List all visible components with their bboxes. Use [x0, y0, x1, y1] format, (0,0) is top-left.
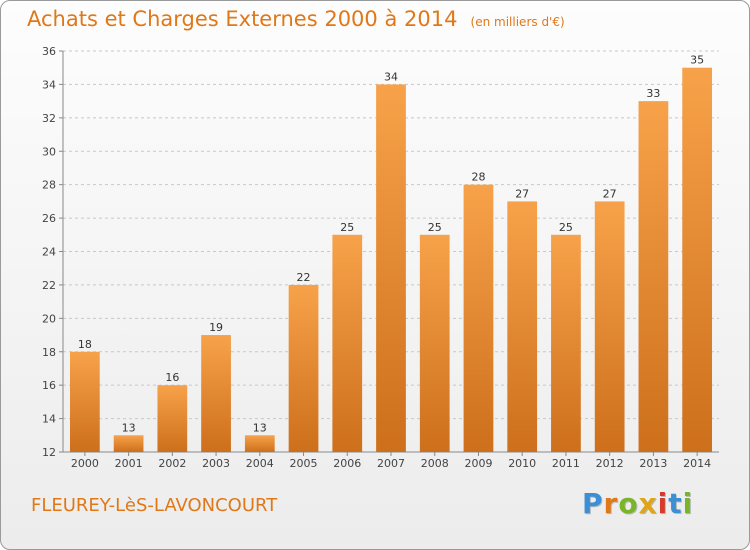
x-tick-label: 2004 — [246, 457, 274, 470]
x-tick-label: 2011 — [552, 457, 580, 470]
y-tick-label: 18 — [42, 346, 56, 359]
chart-title: Achats et Charges Externes 2000 à 2014 — [27, 7, 458, 31]
data-label: 33 — [646, 87, 660, 100]
x-tick-label: 2012 — [596, 457, 624, 470]
y-tick-label: 28 — [42, 179, 56, 192]
logo-letter: i — [682, 487, 694, 520]
y-tick-label: 26 — [42, 212, 56, 225]
x-tick-label: 2010 — [508, 457, 536, 470]
bar-2006 — [332, 234, 363, 452]
x-tick-label: 2002 — [158, 457, 186, 470]
y-tick-label: 16 — [42, 379, 56, 392]
data-label: 16 — [165, 371, 179, 384]
y-tick-label: 22 — [42, 279, 56, 292]
bar-2009 — [463, 184, 494, 452]
data-label: 18 — [78, 338, 92, 351]
bar-2000 — [69, 351, 100, 452]
y-tick-label: 34 — [42, 78, 56, 91]
chart-subtitle: (en milliers d'€) — [470, 15, 565, 29]
logo-letter: o — [618, 487, 639, 520]
x-tick-label: 2013 — [639, 457, 667, 470]
bars — [69, 67, 713, 453]
proxiti-logo: Proxiti — [582, 487, 693, 520]
data-label: 35 — [690, 54, 704, 67]
bar-2005 — [288, 284, 319, 452]
location-name: FLEUREY-LèS-LAVONCOURT — [31, 495, 278, 516]
data-label: 27 — [515, 187, 529, 200]
bar-2010 — [507, 201, 538, 452]
y-tick-label: 24 — [42, 246, 56, 259]
bar-2007 — [376, 84, 406, 453]
data-label: 25 — [340, 221, 354, 234]
bar-2004 — [244, 435, 275, 452]
bar-2013 — [638, 101, 669, 452]
y-tick-label: 32 — [42, 112, 56, 125]
data-label: 25 — [559, 221, 573, 234]
y-tick-label: 30 — [42, 145, 56, 158]
data-label: 34 — [384, 70, 398, 83]
logo-letter: t — [668, 487, 683, 520]
bar-2001 — [113, 435, 144, 452]
data-label: 28 — [471, 171, 485, 184]
x-tick-label: 2009 — [464, 457, 492, 470]
x-tick-label: 2008 — [421, 457, 449, 470]
data-label: 22 — [297, 271, 311, 284]
bar-2008 — [419, 234, 450, 452]
bar-2014 — [682, 67, 713, 452]
logo-letter: P — [582, 487, 604, 520]
x-tick-label: 2006 — [333, 457, 361, 470]
logo-letter: x — [638, 487, 658, 520]
data-label: 27 — [603, 187, 617, 200]
x-tick-label: 2005 — [290, 457, 318, 470]
y-tick-label: 14 — [42, 413, 56, 426]
data-label: 25 — [428, 221, 442, 234]
bar-2003 — [201, 335, 231, 452]
y-tick-label: 12 — [42, 446, 56, 459]
x-tick-label: 2000 — [71, 457, 99, 470]
x-tick-label: 2014 — [683, 457, 711, 470]
data-label: 13 — [253, 421, 267, 434]
y-tick-label: 36 — [42, 45, 56, 58]
bar-2011 — [551, 234, 581, 452]
logo-letter: r — [603, 487, 619, 520]
x-tick-label: 2007 — [377, 457, 405, 470]
y-tick-label: 20 — [42, 312, 56, 325]
bar-2012 — [594, 201, 625, 452]
data-label: 13 — [122, 421, 136, 434]
x-tick-label: 2003 — [202, 457, 230, 470]
data-label: 19 — [209, 321, 223, 334]
logo-letter: i — [657, 487, 669, 520]
data-labels: 18 13 16 19 13 22 25 34 25 28 27 25 27 33 35 — [78, 54, 704, 435]
title-row: Achats et Charges Externes 2000 à 2014 (… — [27, 7, 565, 31]
x-tick-label: 2001 — [115, 457, 143, 470]
bar-2002 — [157, 385, 188, 452]
